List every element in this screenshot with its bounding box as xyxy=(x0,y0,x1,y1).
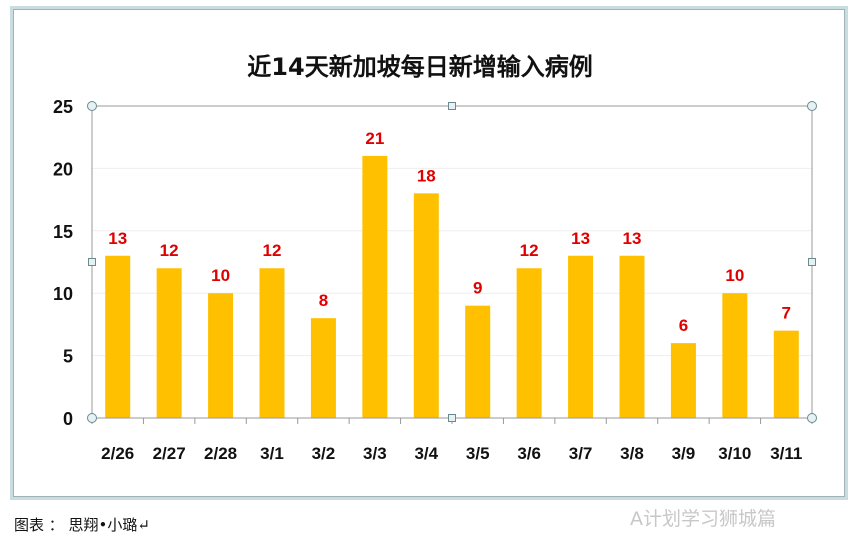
bar xyxy=(773,330,799,418)
chart-caption: 图表 ： 思翔•小璐↵ xyxy=(14,516,150,534)
bar xyxy=(362,155,388,419)
bar xyxy=(465,305,491,418)
resize-handle-side xyxy=(88,258,96,266)
bar xyxy=(568,255,594,418)
resize-handle-corner xyxy=(87,413,97,423)
chart-frame[interactable] xyxy=(10,6,848,500)
resize-handle-corner xyxy=(87,101,97,111)
data-label: 21 xyxy=(365,129,384,148)
y-tick-label: 0 xyxy=(63,409,73,429)
resize-handle-side xyxy=(808,258,816,266)
data-label: 7 xyxy=(782,304,791,323)
bar xyxy=(156,268,182,418)
data-label: 13 xyxy=(108,229,127,248)
chart-title: 近14天新加坡每日新增输入病例 xyxy=(247,53,592,81)
x-tick-label: 3/9 xyxy=(672,444,696,463)
x-tick-label: 2/26 xyxy=(101,444,134,463)
bar xyxy=(413,193,439,418)
x-tick-label: 3/1 xyxy=(260,444,284,463)
x-tick-label: 3/3 xyxy=(363,444,387,463)
data-label: 12 xyxy=(263,241,282,260)
data-label: 6 xyxy=(679,316,688,335)
resize-handle-side xyxy=(448,414,456,422)
resize-handle-corner xyxy=(807,101,817,111)
bar xyxy=(516,268,542,418)
bar xyxy=(722,293,748,418)
data-label: 18 xyxy=(417,166,436,185)
data-label: 12 xyxy=(520,241,539,260)
y-tick-label: 25 xyxy=(53,97,73,117)
resize-handle-corner xyxy=(807,413,817,423)
x-tick-label: 3/10 xyxy=(718,444,751,463)
y-tick-label: 20 xyxy=(53,159,73,179)
x-tick-label: 3/2 xyxy=(312,444,336,463)
data-label: 10 xyxy=(725,266,744,285)
y-tick-label: 15 xyxy=(53,222,73,242)
data-label: 13 xyxy=(623,229,642,248)
x-tick-label: 3/11 xyxy=(770,444,802,463)
y-tick-label: 10 xyxy=(53,284,73,304)
data-label: 13 xyxy=(571,229,590,248)
x-tick-label: 3/8 xyxy=(620,444,644,463)
bar xyxy=(670,343,696,418)
bar xyxy=(105,255,131,418)
bar xyxy=(208,293,234,418)
resize-handle-side xyxy=(448,102,456,110)
data-label: 12 xyxy=(160,241,179,260)
plot-area-outline xyxy=(91,105,813,419)
x-tick-label: 3/4 xyxy=(414,444,438,463)
x-tick-label: 2/27 xyxy=(153,444,186,463)
y-tick-label: 5 xyxy=(63,347,73,367)
data-label: 10 xyxy=(211,266,230,285)
watermark: A计划学习狮城篇 xyxy=(630,508,776,530)
bar xyxy=(619,255,645,418)
x-tick-label: 3/6 xyxy=(517,444,541,463)
x-tick-label: 2/28 xyxy=(204,444,237,463)
x-tick-label: 3/7 xyxy=(569,444,593,463)
bar xyxy=(259,268,285,418)
bar xyxy=(310,318,336,418)
x-tick-label: 3/5 xyxy=(466,444,490,463)
data-label: 8 xyxy=(319,291,328,310)
data-label: 9 xyxy=(473,279,482,298)
